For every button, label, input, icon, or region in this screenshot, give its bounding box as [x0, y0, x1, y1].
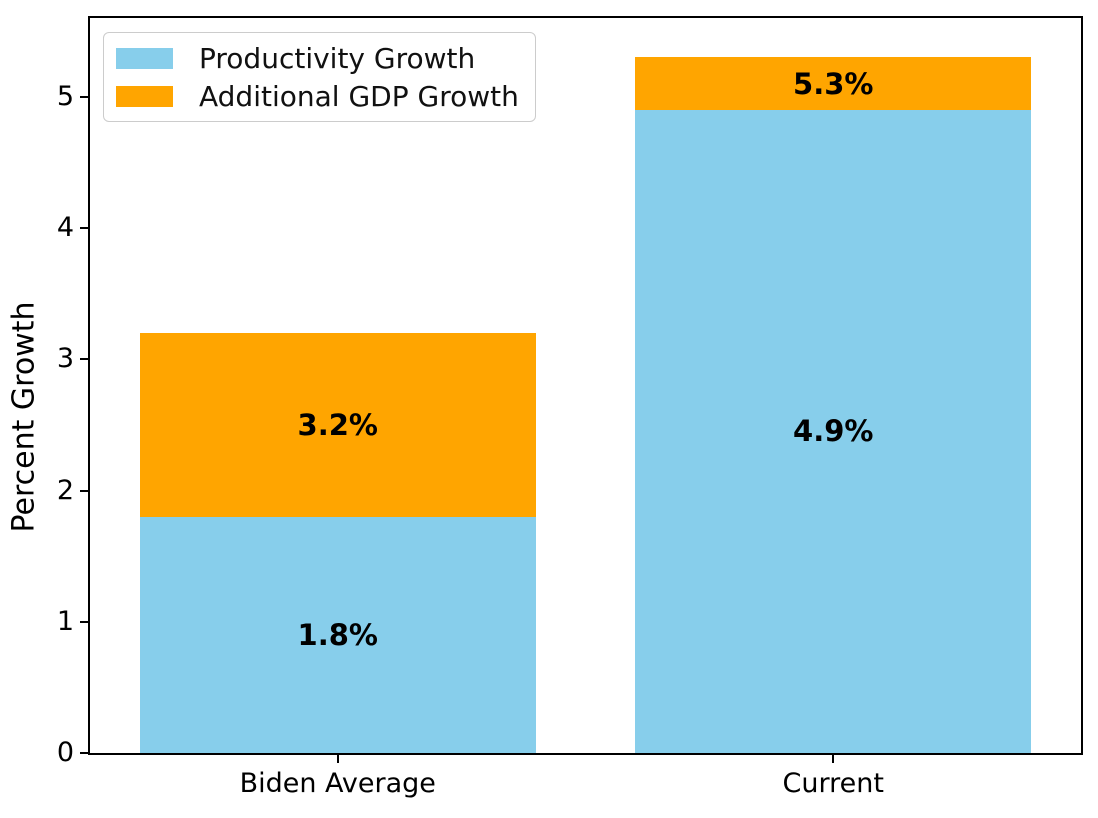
plot-area: Productivity Growth Additional GDP Growt…: [88, 16, 1083, 755]
y-tick-label-0: 0: [56, 737, 74, 768]
legend-item-productivity-growth: Productivity Growth: [116, 41, 519, 75]
y-tick-label-4: 4: [56, 212, 74, 243]
y-tick-mark-2: [80, 489, 88, 492]
y-tick-label-3: 3: [56, 343, 74, 375]
y-tick-mark-4: [80, 227, 88, 229]
x-tick-label-biden-average: Biden Average: [239, 768, 436, 799]
bar-segment-additional-gdp-growth-current: [635, 57, 1032, 110]
y-tick-mark-1: [80, 620, 88, 623]
bar-value-label-current-4-9: 4.9%: [793, 414, 874, 449]
bar-segment-additional-gdp-growth-biden-average: [139, 333, 536, 517]
bar-segment-productivity-growth-current: [635, 109, 1032, 753]
legend-label-productivity-growth: Productivity Growth: [199, 41, 476, 75]
legend-label-additional-gdp-growth: Additional GDP Growth: [199, 79, 519, 113]
bar-value-label-biden-average-1-8: 1.8%: [297, 617, 378, 652]
bar-segment-productivity-growth-biden-average: [139, 516, 536, 753]
bar-value-label-biden-average-3-2: 3.2%: [297, 407, 378, 442]
x-tick-mark-current: [832, 755, 835, 763]
y-tick-mark-0: [80, 752, 88, 754]
y-tick-label-2: 2: [56, 474, 74, 506]
y-tick-label-1: 1: [56, 605, 74, 637]
x-tick-label-current: Current: [782, 768, 884, 799]
y-tick-label-5: 5: [56, 80, 74, 112]
y-tick-mark-5: [80, 95, 88, 98]
legend-swatch-additional-gdp-growth: [116, 85, 173, 107]
bar-value-label-current-5-3: 5.3%: [793, 66, 874, 101]
x-tick-mark-biden-average: [336, 755, 339, 763]
y-tick-mark-3: [80, 358, 88, 361]
legend: Productivity Growth Additional GDP Growt…: [103, 32, 536, 122]
legend-item-additional-gdp-growth: Additional GDP Growth: [116, 79, 519, 113]
legend-swatch-productivity-growth: [116, 47, 173, 69]
